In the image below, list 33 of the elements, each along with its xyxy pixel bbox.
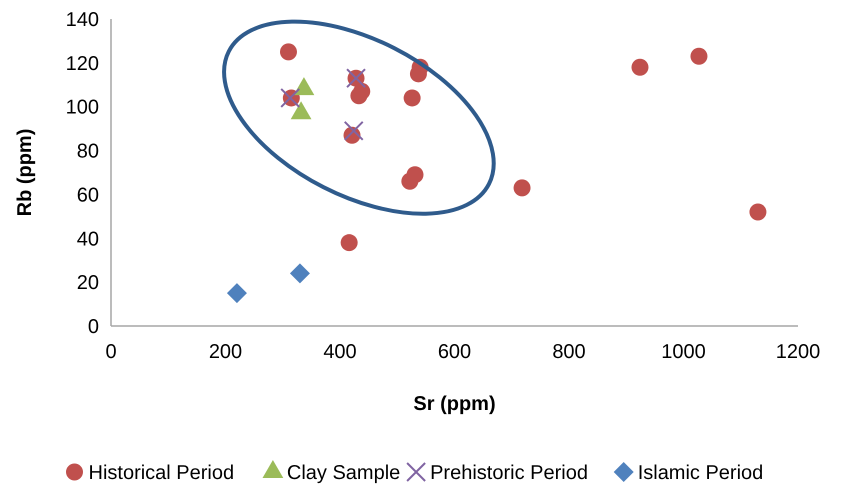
x-tick-label: 200 bbox=[208, 341, 242, 363]
y-tick-label: 120 bbox=[66, 52, 99, 75]
y-axis-title: Rb (ppm) bbox=[14, 128, 36, 216]
x-tick-label: 600 bbox=[438, 341, 472, 363]
point bbox=[690, 48, 708, 65]
legend-label: Prehistoric Period bbox=[430, 462, 588, 484]
x-tick-label: 0 bbox=[105, 341, 117, 363]
y-tick-label: 40 bbox=[76, 228, 99, 250]
y-tick-label: 0 bbox=[88, 316, 99, 338]
point bbox=[340, 234, 358, 252]
point bbox=[290, 263, 310, 284]
point bbox=[401, 172, 418, 190]
point bbox=[226, 283, 247, 304]
x-tick-label: 1200 bbox=[776, 341, 820, 363]
point bbox=[404, 89, 421, 106]
y-tick-label: 140 bbox=[66, 9, 99, 31]
point bbox=[749, 203, 766, 220]
point bbox=[514, 179, 531, 196]
x-tick-label: 400 bbox=[323, 341, 357, 363]
y-tick-label: 100 bbox=[66, 96, 99, 119]
point bbox=[344, 120, 364, 141]
y-tick-label: 20 bbox=[76, 272, 99, 294]
point bbox=[350, 87, 368, 104]
x-tick-label: 800 bbox=[552, 341, 586, 363]
point bbox=[280, 43, 297, 60]
legend-label: Clay Sample bbox=[286, 462, 400, 484]
x-tick-label: 1000 bbox=[661, 341, 706, 363]
point bbox=[631, 58, 648, 76]
legend-label: Historical Period bbox=[88, 462, 234, 484]
y-tick-label: 80 bbox=[76, 140, 99, 163]
legend-label: Islamic Period bbox=[638, 462, 764, 484]
x-axis-title: Sr (ppm) bbox=[413, 393, 496, 415]
y-tick-label: 60 bbox=[76, 184, 99, 206]
